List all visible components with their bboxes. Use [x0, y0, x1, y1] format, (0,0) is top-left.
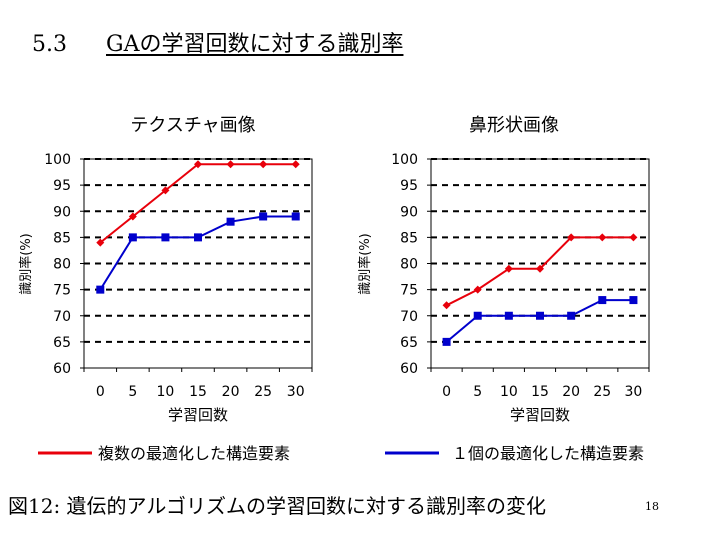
data-point-1 — [161, 186, 170, 195]
data-point-2 — [567, 311, 576, 320]
y-tick-label: 85 — [400, 230, 418, 246]
chart-title: テクスチャ画像 — [130, 115, 255, 136]
y-tick-label: 70 — [400, 309, 418, 325]
legend-label-multi: 複数の最適化した構造要素 — [98, 444, 290, 463]
x-tick-label: 15 — [531, 384, 549, 400]
y-axis-label: 識別率(%) — [357, 233, 373, 295]
x-tick-label: 5 — [473, 384, 482, 400]
x-tick-label: 30 — [625, 384, 643, 400]
chart-texture: テクスチャ画像 60 65 70 75 80 85 90 95 100 0 5 10 15 20 25 30 学習… — [18, 115, 313, 424]
figure-caption: 図12: 遺伝的アルゴリズムの学習回数に対する識別率の変化 — [8, 494, 546, 518]
y-tick-label: 70 — [53, 309, 71, 325]
chart-nose-shape: 鼻形状画像 60 65 70 75 80 85 90 95 100 0 5 10 15 20 25 30 学習回数… — [357, 115, 650, 424]
data-point-2 — [194, 233, 202, 242]
x-tick-label: 25 — [593, 384, 611, 400]
legend-label-single: １個の最適化した構造要素 — [452, 444, 644, 463]
data-point-2 — [161, 233, 170, 242]
data-point-1 — [567, 233, 576, 242]
data-point-1 — [598, 233, 607, 242]
y-tick-label: 65 — [400, 335, 418, 351]
data-point-2 — [259, 212, 268, 221]
data-point-2 — [291, 212, 300, 221]
y-axis-label: 識別率(%) — [18, 233, 34, 295]
data-point-2 — [226, 217, 235, 226]
x-tick-label: 10 — [157, 384, 175, 400]
plot-frame — [430, 158, 650, 369]
slide-heading: GAの学習回数に対する識別率 — [106, 32, 404, 57]
x-tick-label: 5 — [128, 384, 137, 400]
data-point-1 — [291, 160, 300, 169]
data-point-2 — [504, 311, 513, 320]
data-point-2 — [473, 311, 482, 320]
data-point-1 — [504, 264, 513, 273]
y-tick-label: 75 — [400, 283, 418, 299]
chart-title: 鼻形状画像 — [469, 115, 559, 136]
data-point-2 — [442, 337, 451, 346]
data-point-1 — [226, 160, 235, 169]
data-point-1 — [473, 285, 482, 294]
y-tick-label: 65 — [53, 335, 71, 351]
section-number: 5.3 — [32, 32, 67, 57]
series-line-2 — [99, 215, 296, 291]
series-line-2 — [445, 299, 634, 343]
y-tick-label: 80 — [400, 257, 418, 273]
y-tick-label: 60 — [53, 361, 71, 377]
data-point-2 — [536, 311, 544, 320]
series-line-1 — [99, 163, 296, 244]
x-tick-label: 0 — [442, 384, 451, 400]
legend: 複数の最適化した構造要素 １個の最適化した構造要素 — [38, 444, 644, 463]
data-point-2 — [598, 296, 607, 305]
y-tick-label: 85 — [53, 230, 71, 246]
x-tick-label: 25 — [254, 384, 272, 400]
y-tick-label: 75 — [53, 283, 71, 299]
data-point-1 — [96, 238, 105, 247]
data-point-2 — [128, 233, 137, 242]
x-tick-label: 15 — [189, 384, 207, 400]
x-tick-label: 0 — [96, 384, 105, 400]
x-tick-label: 20 — [222, 384, 240, 400]
data-point-1 — [194, 160, 202, 169]
data-point-1 — [629, 233, 638, 242]
page-number: 18 — [645, 500, 659, 513]
y-tick-label: 80 — [53, 257, 71, 273]
x-tick-label: 10 — [500, 384, 518, 400]
data-point-2 — [96, 285, 105, 294]
y-tick-label: 95 — [400, 178, 418, 194]
data-point-1 — [128, 212, 137, 221]
slide-title: 5.3 GAの学習回数に対する識別率 — [32, 26, 403, 58]
x-axis-label: 学習回数 — [168, 406, 228, 424]
y-tick-label: 100 — [391, 152, 418, 168]
x-tick-label: 20 — [562, 384, 580, 400]
data-point-2 — [629, 296, 638, 305]
x-tick-label: 30 — [287, 384, 305, 400]
y-tick-label: 90 — [400, 204, 418, 220]
y-tick-label: 100 — [44, 152, 71, 168]
data-point-1 — [536, 264, 544, 273]
data-point-1 — [442, 301, 451, 310]
y-tick-label: 95 — [53, 178, 71, 194]
x-axis-label: 学習回数 — [510, 406, 570, 424]
data-point-1 — [259, 160, 268, 169]
y-tick-label: 60 — [400, 361, 418, 377]
y-tick-label: 90 — [53, 204, 71, 220]
